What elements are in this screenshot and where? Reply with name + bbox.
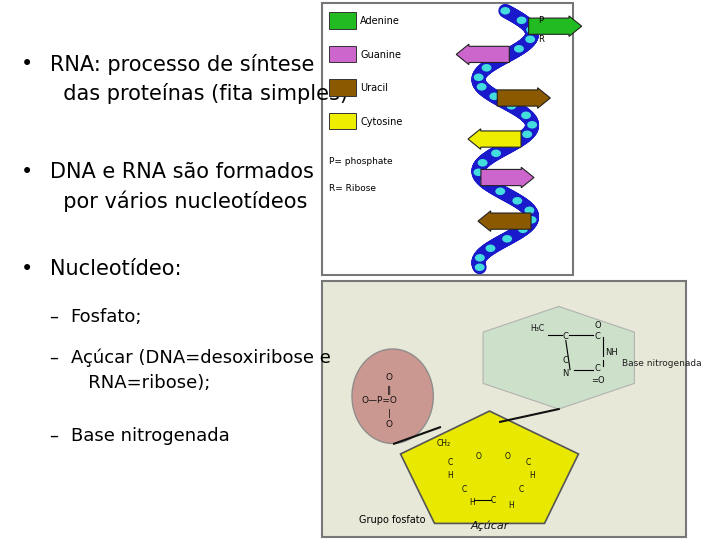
- Text: DNA e RNA são formados
  por vários nucleotídeos: DNA e RNA são formados por vários nucleo…: [50, 162, 313, 212]
- Text: CH₂: CH₂: [436, 439, 451, 448]
- FancyArrow shape: [498, 87, 550, 108]
- Text: Base nitrogenada: Base nitrogenada: [622, 359, 702, 368]
- Circle shape: [474, 73, 484, 81]
- Text: H₃C: H₃C: [531, 323, 544, 333]
- Text: O: O: [386, 373, 392, 382]
- Circle shape: [490, 92, 499, 100]
- Text: Base nitrogenada: Base nitrogenada: [71, 427, 230, 444]
- Text: N: N: [562, 369, 569, 379]
- Text: R: R: [538, 35, 544, 44]
- FancyArrow shape: [528, 16, 582, 36]
- Text: Uracil: Uracil: [360, 83, 388, 93]
- Circle shape: [513, 197, 522, 205]
- FancyArrow shape: [478, 211, 531, 231]
- Circle shape: [498, 55, 507, 62]
- Bar: [329, 46, 356, 62]
- Circle shape: [525, 36, 535, 43]
- Circle shape: [518, 226, 528, 233]
- FancyArrow shape: [456, 44, 509, 65]
- Text: Grupo fosfato: Grupo fosfato: [359, 515, 426, 525]
- Circle shape: [526, 26, 536, 33]
- Text: O: O: [594, 321, 601, 330]
- Bar: [322, 281, 686, 537]
- Circle shape: [516, 17, 526, 24]
- Text: C: C: [595, 364, 600, 373]
- Polygon shape: [400, 411, 578, 523]
- Bar: [329, 12, 356, 29]
- Text: C: C: [490, 496, 495, 505]
- Circle shape: [521, 112, 531, 119]
- Circle shape: [514, 45, 524, 52]
- Circle shape: [475, 254, 485, 261]
- Text: O: O: [504, 453, 510, 462]
- Text: O: O: [476, 453, 482, 462]
- Text: Açúcar (DNA=desoxiribose e
   RNA=ribose);: Açúcar (DNA=desoxiribose e RNA=ribose);: [71, 348, 330, 392]
- Text: Cytosine: Cytosine: [360, 117, 402, 126]
- Bar: [322, 3, 573, 275]
- Text: H: H: [469, 498, 474, 508]
- Text: Nucleotídeo:: Nucleotídeo:: [50, 259, 181, 279]
- Circle shape: [527, 121, 537, 129]
- Text: C: C: [448, 458, 453, 467]
- Text: •: •: [21, 259, 33, 279]
- Circle shape: [524, 206, 534, 214]
- Text: NH: NH: [606, 348, 618, 357]
- Circle shape: [506, 102, 516, 110]
- Text: C: C: [563, 356, 569, 365]
- Text: RNA: processo de síntese
  das proteínas (fita simples): RNA: processo de síntese das proteínas (…: [50, 54, 348, 105]
- Text: C: C: [595, 332, 600, 341]
- Text: H: H: [448, 471, 454, 481]
- Text: –: –: [50, 348, 58, 366]
- Bar: [329, 113, 356, 129]
- Text: •: •: [21, 54, 33, 74]
- Text: H: H: [508, 501, 513, 510]
- Circle shape: [477, 83, 487, 91]
- Circle shape: [482, 64, 492, 72]
- Circle shape: [508, 140, 518, 147]
- FancyArrow shape: [481, 167, 534, 188]
- Circle shape: [526, 216, 536, 224]
- Text: =O: =O: [591, 376, 605, 385]
- Text: P: P: [538, 16, 543, 25]
- Text: Guanine: Guanine: [360, 50, 401, 59]
- Text: R= Ribose: R= Ribose: [329, 184, 376, 193]
- Ellipse shape: [352, 349, 433, 443]
- Text: |: |: [387, 409, 390, 418]
- Text: •: •: [21, 162, 33, 182]
- Text: C: C: [563, 332, 569, 341]
- Circle shape: [502, 235, 512, 242]
- Circle shape: [485, 245, 495, 252]
- Polygon shape: [483, 306, 634, 409]
- FancyArrow shape: [468, 129, 521, 150]
- Text: Açúcar: Açúcar: [470, 521, 509, 531]
- Text: O: O: [386, 420, 392, 429]
- Text: C: C: [526, 458, 531, 467]
- Bar: [329, 79, 356, 96]
- Text: C: C: [462, 485, 467, 494]
- Circle shape: [491, 150, 501, 157]
- Text: C: C: [518, 485, 524, 494]
- Text: –: –: [50, 427, 58, 444]
- Circle shape: [474, 168, 483, 176]
- Text: P= phosphate: P= phosphate: [329, 157, 392, 166]
- Circle shape: [480, 178, 490, 186]
- Circle shape: [522, 131, 532, 138]
- Circle shape: [500, 7, 510, 15]
- Circle shape: [474, 264, 485, 271]
- Text: ‖: ‖: [387, 386, 391, 395]
- Text: Fosfato;: Fosfato;: [71, 308, 143, 326]
- Text: –: –: [50, 308, 58, 326]
- Circle shape: [495, 187, 505, 195]
- Text: O—P=O: O—P=O: [362, 396, 398, 405]
- Circle shape: [477, 159, 487, 166]
- Text: Adenine: Adenine: [360, 16, 400, 26]
- Text: H: H: [529, 471, 535, 481]
